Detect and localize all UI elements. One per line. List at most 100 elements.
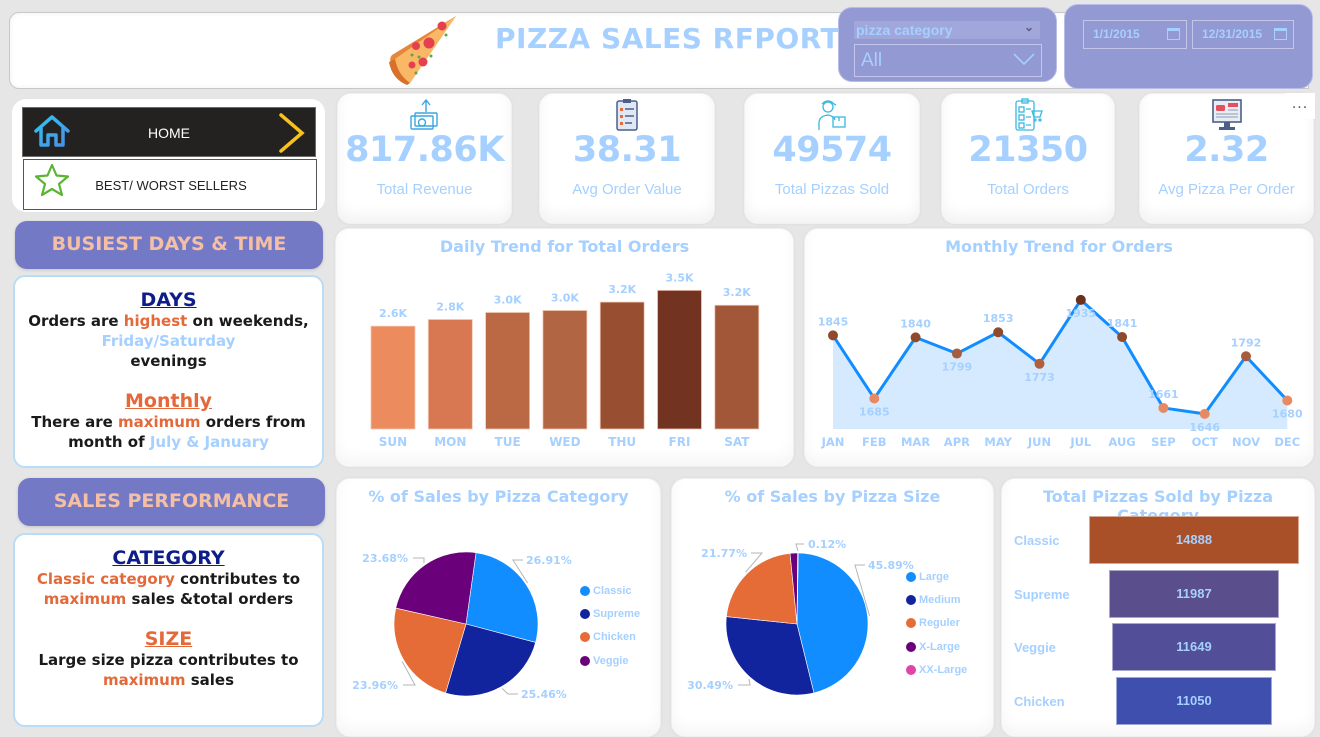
legend-item[interactable]: X-Large bbox=[906, 635, 967, 658]
data-label: 3.0K bbox=[551, 291, 579, 304]
calendar-icon[interactable] bbox=[1274, 28, 1287, 40]
bar-thu bbox=[599, 301, 645, 430]
bar-mon bbox=[427, 319, 473, 430]
kpi-value: 817.86K bbox=[345, 130, 504, 170]
legend-item[interactable]: Large bbox=[906, 565, 967, 588]
slice-label: 25.46% bbox=[521, 688, 567, 701]
funnel-bar-chicken: 11050 bbox=[1116, 676, 1272, 725]
x-tick-label: OCT bbox=[1192, 435, 1218, 449]
chevron-down-icon[interactable]: ⌄ bbox=[1023, 20, 1034, 34]
category-heading: CATEGORY bbox=[112, 547, 225, 569]
kpi-label: Total Revenue bbox=[376, 181, 473, 198]
calendar-icon[interactable] bbox=[1167, 28, 1180, 40]
legend-item[interactable]: XX-Large bbox=[906, 658, 967, 681]
nav-home-label: HOME bbox=[148, 125, 190, 141]
kpi-label: Avg Order Value bbox=[572, 181, 682, 198]
category-slicer-header: pizza category ⌄ bbox=[854, 20, 1040, 39]
size-legend: Large Medium Reguler X-Large XX-Large bbox=[906, 565, 967, 681]
legend-label: X-Large bbox=[919, 640, 960, 653]
leader-line bbox=[795, 543, 804, 552]
legend-item[interactable]: Chicken bbox=[580, 626, 640, 649]
date-range-slicer: 1/1/2015 12/31/2015 bbox=[1064, 4, 1313, 89]
pie-slice-reguler bbox=[726, 553, 798, 625]
start-date-input[interactable]: 1/1/2015 bbox=[1083, 20, 1187, 49]
chevron-right-icon[interactable] bbox=[278, 112, 306, 154]
pie-slice-supreme bbox=[445, 623, 536, 697]
legend-item[interactable]: Classic bbox=[580, 579, 640, 602]
kpi-value: 2.32 bbox=[1184, 130, 1269, 170]
data-point bbox=[1241, 351, 1251, 362]
days-heading: DAYS bbox=[140, 289, 197, 311]
slice-label: 21.77% bbox=[701, 547, 747, 560]
data-label: 1799 bbox=[942, 361, 973, 374]
chart-title: Monthly Trend for Orders bbox=[945, 237, 1173, 256]
x-tick-label: NOV bbox=[1232, 435, 1260, 449]
more-options-button[interactable]: ... bbox=[1285, 93, 1315, 119]
leader-line bbox=[738, 678, 751, 686]
pie-slice-large bbox=[796, 552, 869, 694]
data-label: 3.5K bbox=[665, 271, 693, 284]
pie-slice-medium bbox=[725, 616, 815, 696]
monthly-trend-chart: Monthly Trend for Orders 1845 JAN 1685 FEB 1… bbox=[804, 228, 1314, 467]
x-tick-label: FEB bbox=[862, 435, 886, 449]
legend-marker bbox=[580, 585, 590, 596]
category-dropdown[interactable]: All bbox=[854, 44, 1042, 77]
legend-marker bbox=[580, 655, 590, 666]
legend-label: Medium bbox=[919, 593, 961, 606]
home-icon bbox=[34, 115, 70, 147]
slice-label: 23.96% bbox=[352, 679, 398, 692]
legend-item[interactable]: Supreme bbox=[580, 602, 640, 625]
funnel-category-label: Chicken bbox=[1014, 693, 1065, 709]
star-icon bbox=[34, 163, 70, 197]
pie-slice-xx-large bbox=[796, 552, 799, 625]
legend-label: Large bbox=[919, 570, 949, 583]
data-label: 3.0K bbox=[494, 293, 522, 306]
data-point bbox=[1075, 294, 1086, 305]
legend-label: Reguler bbox=[919, 617, 960, 630]
category-slicer-label: pizza category bbox=[856, 22, 953, 38]
size-heading: SIZE bbox=[144, 628, 193, 650]
x-tick-label: SAT bbox=[724, 435, 750, 449]
legend-item[interactable]: Veggie bbox=[580, 649, 640, 672]
data-point bbox=[1034, 358, 1045, 369]
x-tick-label: MAY bbox=[984, 435, 1012, 449]
legend-marker bbox=[906, 664, 916, 675]
end-date-input[interactable]: 12/31/2015 bbox=[1192, 20, 1294, 49]
data-point bbox=[1199, 408, 1210, 419]
bar-sun bbox=[370, 325, 416, 430]
pie-slice-veggie bbox=[395, 551, 477, 625]
size-text: Large size pizza contributes to maximum … bbox=[38, 651, 299, 689]
leader-line bbox=[745, 552, 764, 573]
category-text: Classic category contributes to maximum … bbox=[36, 570, 301, 608]
data-label: 2.8K bbox=[436, 301, 464, 314]
data-label: 1841 bbox=[1107, 317, 1138, 330]
x-tick-label: SEP bbox=[1151, 435, 1176, 449]
report-title: PIZZA SALES RFPORT bbox=[495, 22, 841, 55]
legend-item[interactable]: Medium bbox=[906, 588, 967, 611]
data-point bbox=[951, 348, 962, 359]
delivery-person-icon bbox=[818, 100, 846, 130]
nav-home-button[interactable]: HOME bbox=[22, 107, 316, 157]
x-tick-label: SUN bbox=[379, 435, 407, 449]
bar-fri bbox=[657, 289, 702, 430]
days-text: Orders are highest on weekends, Friday/S… bbox=[28, 312, 309, 370]
data-point bbox=[1117, 331, 1128, 342]
leader-line bbox=[401, 661, 416, 686]
chart-title: Daily Trend for Total Orders bbox=[439, 237, 690, 256]
leader-line bbox=[854, 564, 871, 617]
monitor-car-icon bbox=[1211, 99, 1242, 130]
x-tick-label: THU bbox=[608, 435, 636, 449]
busiest-insight-card: DAYS Orders are highest on weekends, Fri… bbox=[13, 275, 324, 468]
slice-label: 45.89% bbox=[868, 559, 914, 572]
kpi-value: 21350 bbox=[968, 130, 1088, 170]
category-slicer[interactable]: pizza category ⌄ All bbox=[838, 7, 1057, 82]
pie-slice-classic bbox=[465, 552, 539, 643]
legend-item[interactable]: Reguler bbox=[906, 612, 967, 635]
kpi-value: 49574 bbox=[772, 130, 892, 170]
x-tick-label: JAN bbox=[821, 435, 845, 449]
pizzas-sold-funnel-chart: Total Pizzas Sold by Pizza Category Clas… bbox=[1001, 478, 1315, 737]
legend-label: Veggie bbox=[593, 654, 629, 667]
nav-best-worst-button[interactable]: BEST/ WORST SELLERS bbox=[23, 159, 317, 210]
x-tick-label: JUL bbox=[1069, 435, 1092, 449]
pie-slice-chicken bbox=[393, 607, 467, 694]
